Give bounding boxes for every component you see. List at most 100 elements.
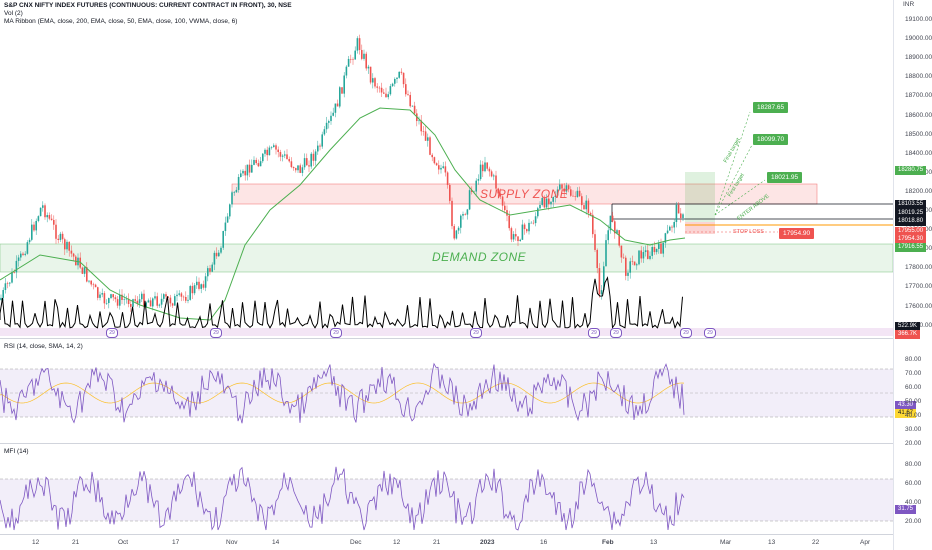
axis-tick-label: 18800.00 bbox=[905, 73, 932, 81]
candle-body bbox=[671, 226, 673, 228]
candle-body bbox=[156, 296, 158, 306]
candle-body bbox=[339, 87, 341, 107]
candle-body bbox=[332, 112, 334, 116]
axis-tick-label: 70.00 bbox=[905, 370, 922, 377]
candle-body bbox=[174, 296, 176, 306]
candle-body bbox=[341, 87, 343, 94]
stop-loss-price-box[interactable]: 17954.90 bbox=[779, 228, 815, 239]
candle-body bbox=[154, 296, 156, 299]
candle-body bbox=[675, 204, 678, 223]
candle-body bbox=[402, 72, 405, 85]
candle-body bbox=[275, 145, 277, 150]
candle-body bbox=[438, 165, 440, 170]
tag-r2: 17954.30 bbox=[895, 235, 927, 244]
event-badge[interactable]: 29 bbox=[588, 328, 600, 338]
candle-body bbox=[466, 209, 469, 215]
candle-body bbox=[196, 281, 198, 286]
candle-body bbox=[114, 297, 117, 300]
candle-body bbox=[88, 280, 90, 282]
candle-body bbox=[147, 300, 150, 303]
candle-body bbox=[587, 200, 590, 213]
candle-body bbox=[226, 216, 229, 223]
candle-body bbox=[319, 145, 321, 147]
time-axis-label: 21 bbox=[433, 539, 441, 546]
candle-body bbox=[134, 299, 136, 301]
candle-body bbox=[231, 192, 233, 205]
event-badge[interactable]: 29 bbox=[680, 328, 692, 338]
candle-body bbox=[561, 184, 563, 189]
candle-body bbox=[277, 149, 279, 153]
final-target-box[interactable]: 18287.65 bbox=[753, 102, 789, 113]
candle-body bbox=[248, 164, 251, 173]
vol-legend[interactable]: Vol (2) bbox=[4, 10, 23, 17]
tag-r1: 17955.00 bbox=[895, 227, 927, 236]
chart-canvas[interactable] bbox=[0, 0, 893, 550]
candle-body bbox=[39, 207, 42, 217]
candle-body bbox=[306, 158, 308, 166]
event-badge[interactable]: 29 bbox=[106, 328, 118, 338]
tag-vol1: 522.9K bbox=[895, 322, 921, 331]
first-target-box[interactable]: 18099.70 bbox=[753, 134, 789, 145]
candle-body bbox=[682, 214, 684, 218]
event-badge[interactable]: 29 bbox=[470, 328, 482, 338]
candle-body bbox=[108, 298, 110, 304]
candle-body bbox=[391, 83, 394, 87]
candle-body bbox=[653, 247, 656, 253]
candle-body bbox=[94, 284, 97, 288]
candle-body bbox=[552, 196, 554, 202]
mfi-legend[interactable]: MFI (14) bbox=[4, 448, 29, 455]
candle-body bbox=[365, 53, 367, 69]
candle-body bbox=[229, 204, 231, 217]
candle-body bbox=[407, 94, 409, 96]
candle-body bbox=[295, 168, 297, 171]
candle-body bbox=[585, 200, 587, 210]
candle-body bbox=[563, 188, 565, 192]
event-badge[interactable]: 29 bbox=[330, 328, 342, 338]
candle-body bbox=[180, 293, 183, 297]
candle-body bbox=[28, 239, 31, 243]
candle-body bbox=[453, 226, 455, 239]
time-axis-label: Apr bbox=[860, 539, 871, 546]
candle-body bbox=[490, 171, 493, 177]
tag-t1: 18019.25 bbox=[895, 209, 927, 218]
candle-body bbox=[86, 267, 88, 282]
candle-body bbox=[132, 299, 134, 307]
enter-target-box[interactable]: 18021.95 bbox=[767, 172, 803, 183]
price-scale[interactable] bbox=[893, 0, 932, 550]
candle-body bbox=[31, 224, 33, 240]
candle-body bbox=[35, 220, 37, 231]
candle-body bbox=[336, 103, 339, 107]
time-axis-label: 21 bbox=[72, 539, 80, 546]
candle-body bbox=[479, 164, 482, 180]
candle-body bbox=[642, 252, 645, 259]
candle-body bbox=[501, 196, 504, 206]
candle-body bbox=[176, 294, 178, 297]
tag-mfi1: 31.75 bbox=[895, 505, 917, 514]
axis-tick-label: 18600.00 bbox=[905, 111, 932, 119]
candle-body bbox=[660, 243, 662, 254]
rsi-legend[interactable]: RSI (14, close, SMA, 14, 2) bbox=[4, 343, 83, 350]
candle-body bbox=[457, 227, 460, 231]
ma-ribbon-legend[interactable]: MA Ribbon (EMA, close, 200, EMA, close, … bbox=[4, 18, 238, 25]
event-badge[interactable]: 29 bbox=[704, 328, 716, 338]
candle-body bbox=[255, 159, 257, 164]
candle-body bbox=[473, 191, 475, 193]
candle-body bbox=[358, 38, 361, 50]
candle-body bbox=[387, 94, 389, 98]
candle-body bbox=[103, 293, 106, 304]
candle-body bbox=[121, 294, 123, 300]
candle-body bbox=[609, 215, 612, 231]
candle-body bbox=[411, 105, 414, 107]
event-badge[interactable]: 29 bbox=[610, 328, 622, 338]
candle-body bbox=[647, 250, 649, 259]
candle-body bbox=[451, 200, 453, 227]
axis-tick-label: 20.00 bbox=[905, 440, 922, 447]
candle-body bbox=[383, 92, 385, 94]
candle-body bbox=[600, 290, 603, 295]
candle-body bbox=[603, 266, 605, 291]
event-badge[interactable]: 29 bbox=[210, 328, 222, 338]
candle-body bbox=[649, 255, 651, 259]
candle-body bbox=[0, 297, 2, 300]
candle-body bbox=[308, 165, 310, 167]
time-axis-label: 22 bbox=[812, 539, 820, 546]
